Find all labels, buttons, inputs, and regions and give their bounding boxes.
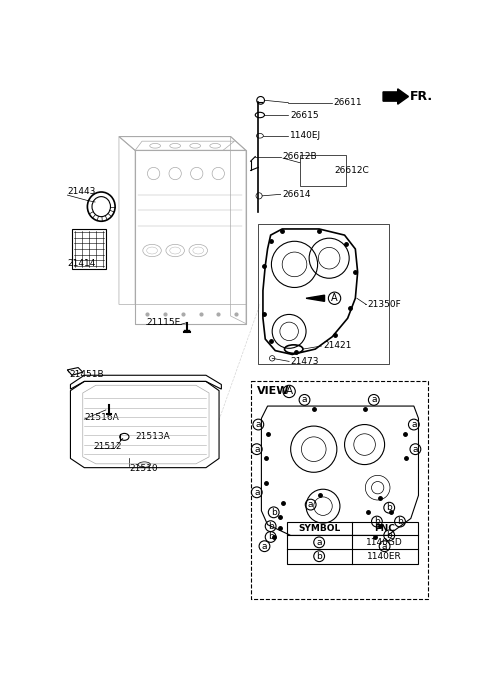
Text: 26615: 26615 [290, 110, 319, 120]
Text: PNC: PNC [374, 524, 395, 533]
Text: A: A [331, 293, 338, 304]
Text: b: b [386, 531, 392, 540]
Text: 21350F: 21350F [367, 300, 401, 309]
Text: FR.: FR. [410, 90, 433, 103]
Text: 21516A: 21516A [84, 413, 119, 422]
Text: VIEW: VIEW [257, 387, 289, 396]
Text: 1140EJ: 1140EJ [290, 131, 321, 141]
Text: a: a [382, 541, 387, 551]
Text: b: b [316, 552, 322, 560]
Text: 21473: 21473 [291, 357, 319, 366]
Text: 21443: 21443 [67, 187, 96, 196]
Bar [251, 381, 428, 598]
Text: a: a [302, 395, 307, 404]
Text: b: b [386, 503, 392, 512]
Text: b: b [374, 517, 380, 526]
Text: 21510: 21510 [129, 464, 157, 473]
Text: b: b [268, 533, 274, 541]
Text: 21414: 21414 [67, 259, 96, 268]
Text: 1140ER: 1140ER [367, 552, 402, 560]
Text: 26612C: 26612C [335, 166, 369, 175]
Polygon shape [306, 295, 324, 301]
Text: a: a [254, 488, 260, 497]
Text: a: a [308, 500, 313, 509]
Bar [72, 229, 106, 269]
Text: a: a [411, 420, 417, 429]
Text: a: a [255, 420, 261, 429]
Text: 26611: 26611 [334, 98, 362, 107]
Text: a: a [316, 538, 322, 547]
Text: b: b [271, 508, 276, 517]
Text: SYMBOL: SYMBOL [298, 524, 340, 533]
Text: a: a [371, 395, 377, 404]
Bar [300, 155, 346, 186]
Text: 21421: 21421 [323, 341, 351, 350]
Bar [258, 224, 389, 364]
Polygon shape [383, 89, 408, 104]
Text: a: a [413, 445, 418, 454]
Text: 21512: 21512 [94, 441, 122, 451]
Bar [287, 522, 418, 564]
Text: b: b [397, 517, 403, 526]
Text: a: a [254, 445, 260, 454]
Text: 21115E: 21115E [146, 318, 180, 327]
Text: 21451B: 21451B [69, 370, 104, 379]
Text: 26614: 26614 [282, 190, 311, 199]
Text: A: A [286, 387, 293, 396]
Text: 1140GD: 1140GD [366, 538, 403, 547]
Text: 26612B: 26612B [282, 152, 317, 161]
Text: a: a [262, 541, 267, 551]
Text: 21513A: 21513A [135, 433, 170, 441]
Text: b: b [268, 522, 274, 531]
